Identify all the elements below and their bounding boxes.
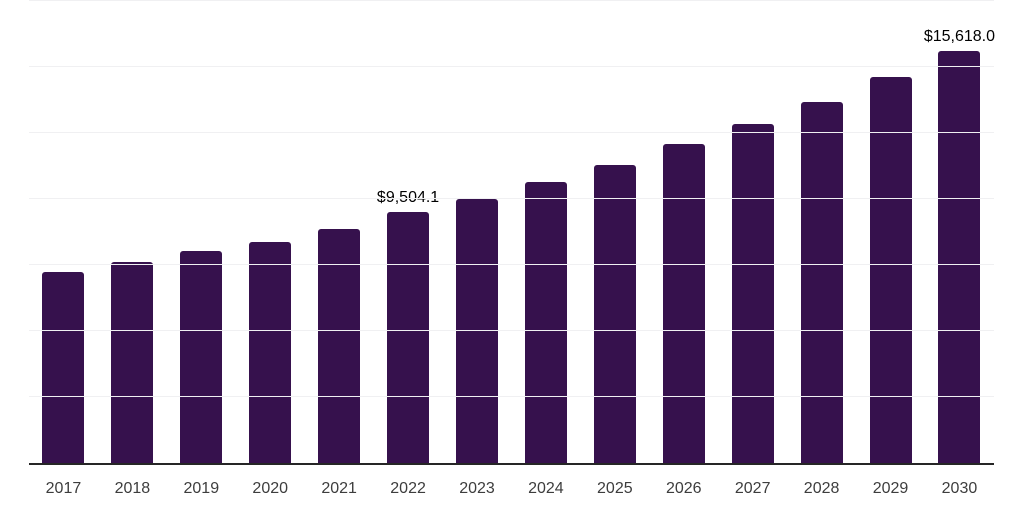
x-tick-label-2023: 2023 (459, 480, 495, 497)
bar-slot (98, 1, 167, 463)
x-tick-label-2017: 2017 (45, 480, 82, 497)
bar-2021 (318, 229, 361, 463)
x-tick-label-2027: 2027 (734, 480, 771, 497)
bar-slot (511, 1, 580, 463)
bar-2023 (455, 199, 498, 463)
gridline (29, 330, 994, 331)
gridline (29, 264, 994, 265)
x-axis-tick-labels: 2017 2018 2019 2020 2021 2022 2023 2024 2025 2026… (29, 466, 994, 512)
x-tick-label-2024: 2024 (528, 480, 564, 497)
bar-2024 (524, 181, 567, 463)
x-tick-label-2018: 2018 (114, 480, 151, 497)
x-tick-label-2025: 2025 (597, 480, 633, 497)
x-tick-label-2020: 2020 (252, 480, 289, 497)
bar-2019 (180, 250, 223, 463)
plot-area: $9,504.1 $15,618.0 (29, 0, 996, 465)
gridline (29, 132, 994, 133)
bar-value-label-2022: $9,504.1 (376, 189, 440, 207)
bar-2020 (249, 242, 292, 463)
bar-2028 (800, 102, 843, 463)
bar-2029 (869, 76, 912, 463)
bar-series: $9,504.1 $15,618.0 (29, 1, 996, 463)
x-tick-label-2026: 2026 (665, 480, 702, 497)
x-tick-label-2019: 2019 (183, 480, 220, 497)
x-tick-label-2028: 2028 (803, 480, 840, 497)
bar-slot: $15,618.0 (923, 1, 996, 463)
x-tick-label-2029: 2029 (872, 480, 909, 497)
bar-slot (649, 1, 718, 463)
gridline (29, 66, 994, 67)
bar-slot (305, 1, 374, 463)
x-tick-label-2030: 2030 (941, 480, 978, 497)
bar-2026 (662, 144, 705, 463)
bar-2017 (42, 271, 85, 463)
bar-slot (236, 1, 305, 463)
bar-slot: $9,504.1 (374, 1, 443, 463)
bar-value-label-2030: $15,618.0 (923, 27, 996, 45)
bar-slot (718, 1, 787, 463)
bar-2025 (593, 164, 636, 463)
bar-slot (580, 1, 649, 463)
bar-slot (29, 1, 98, 463)
bar-2027 (731, 124, 774, 463)
gridline (29, 198, 994, 199)
bar-slot (167, 1, 236, 463)
gridline (29, 396, 994, 397)
gridline (29, 0, 994, 1)
x-tick-label-2021: 2021 (321, 480, 357, 497)
bar-2022 (387, 212, 430, 463)
bar-2030 (938, 50, 981, 463)
bar-slot (443, 1, 512, 463)
bar-2018 (111, 261, 154, 463)
bar-slot (856, 1, 925, 463)
bar-slot (787, 1, 856, 463)
x-tick-label-2022: 2022 (390, 480, 426, 497)
